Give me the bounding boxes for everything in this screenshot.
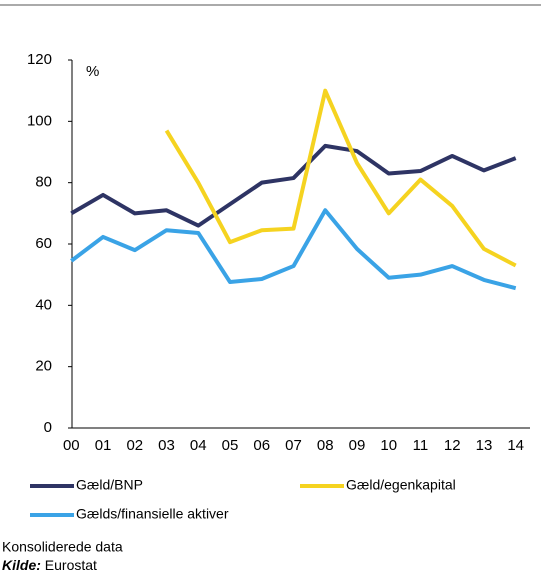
legend-label: Gælds/finansielle aktiver (76, 506, 229, 522)
x-tick-label: 09 (349, 437, 366, 454)
x-tick-label: 04 (190, 437, 207, 454)
y-tick-label: 60 (35, 235, 52, 252)
source: Kilde: Eurostat (2, 557, 97, 573)
x-tick-label: 14 (507, 437, 524, 454)
x-tick-label: 03 (158, 437, 175, 454)
x-tick-label: 10 (380, 437, 397, 454)
series-line (164, 88, 517, 268)
legend-label: Gæld/BNP (76, 477, 143, 493)
y-tick-label: 100 (27, 112, 52, 129)
y-tick-label: 20 (35, 358, 52, 375)
source-label: Kilde: (2, 557, 41, 573)
x-tick-label: 02 (126, 437, 143, 454)
series-line (70, 208, 517, 291)
x-tick-label: 07 (285, 437, 302, 454)
y-tick-label: 0 (44, 419, 52, 436)
x-tick-label: 01 (95, 437, 112, 454)
source-value: Eurostat (45, 557, 97, 573)
x-tick-label: 08 (317, 437, 334, 454)
y-tick-label: 80 (35, 174, 52, 191)
x-tick-label: 05 (222, 437, 239, 454)
y-tick-label: 120 (27, 51, 52, 68)
x-tick-label: 13 (476, 437, 493, 454)
series-line (70, 143, 517, 228)
x-tick-label: 06 (253, 437, 270, 454)
legend-label: Gæld/egenkapital (346, 477, 456, 493)
y-tick-label: 40 (35, 296, 52, 313)
unit-label: % (86, 63, 99, 80)
x-tick-label: 11 (413, 437, 429, 454)
x-tick-label: 12 (444, 437, 461, 454)
note: Konsoliderede data (2, 539, 123, 555)
x-tick-label: 00 (63, 437, 80, 454)
